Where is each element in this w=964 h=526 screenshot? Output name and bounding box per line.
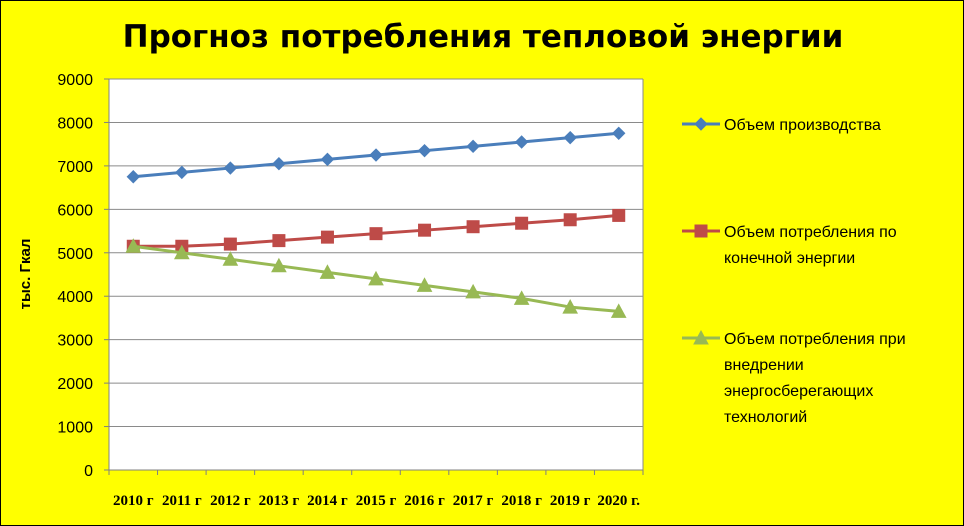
series-group: [125, 126, 627, 318]
data-point: [418, 223, 432, 237]
data-point: [514, 135, 529, 149]
data-point: [562, 299, 579, 314]
legend-label: энергосберегающих: [724, 383, 873, 400]
chart-title: Прогноз потребления тепловой энергии: [122, 19, 844, 55]
data-point: [223, 161, 238, 175]
data-point: [416, 277, 433, 292]
legend-label: Объем потребления по: [724, 224, 897, 241]
legend-label: внедрении: [724, 357, 804, 374]
data-point: [610, 303, 627, 318]
legend-item-2: Объем потребления по конечной энергии: [682, 224, 897, 267]
y-tick-label: 0: [84, 463, 93, 480]
data-point: [272, 234, 286, 248]
y-tick-label: 3000: [57, 333, 93, 350]
legend-label: конечной энергии: [724, 250, 855, 267]
legend-marker: [694, 224, 708, 238]
y-tick-label: 7000: [57, 159, 93, 176]
legend-item-1: Объем производства: [682, 117, 881, 134]
x-tick-label: 2010 г: [113, 493, 154, 509]
data-point: [320, 152, 335, 167]
x-tick-label: 2012 г: [210, 493, 251, 509]
x-tick-label: 2015 г: [356, 493, 397, 509]
y-tick-label: 5000: [57, 246, 93, 263]
data-point: [563, 213, 577, 227]
x-tick-label: 2011 г: [162, 493, 202, 509]
data-point: [320, 230, 334, 244]
data-point: [515, 216, 529, 230]
x-tick-label: 2014 г: [307, 493, 348, 509]
legend-label: Объем потребления при: [724, 331, 906, 348]
data-point: [319, 264, 336, 279]
x-tick-label: 2018 г: [501, 493, 542, 509]
data-point: [223, 237, 237, 251]
x-tick-label: 2013 г: [259, 493, 300, 509]
data-point: [126, 170, 140, 184]
data-point: [222, 251, 239, 266]
data-point: [466, 139, 480, 154]
series-1: [126, 126, 626, 184]
x-tick-label: 2020 г.: [597, 493, 640, 509]
y-axis: 0 1000 2000 3000 4000 5000 6000 7000 8000 9000: [57, 72, 644, 480]
data-point: [271, 257, 287, 273]
data-point: [612, 208, 626, 222]
legend: Объем производства Объем потребления по ко…: [682, 117, 906, 426]
data-point: [272, 157, 286, 171]
x-axis: 2010 г 2011 г 2012 г 2013 г 2014 г 2015 г 2016…: [108, 469, 644, 509]
x-tick-label: 2019 г: [550, 493, 591, 509]
y-tick-label: 4000: [57, 289, 93, 306]
x-tick-label: 2017 г: [453, 493, 494, 509]
data-point: [563, 130, 577, 145]
y-tick-label: 2000: [57, 376, 93, 393]
y-axis-label: тыс. Гкал: [17, 239, 34, 310]
legend-item-3: Объем потребления при внедрении энергосбер…: [682, 329, 906, 426]
data-point: [369, 227, 383, 241]
data-point: [369, 148, 383, 162]
y-tick-label: 1000: [57, 420, 93, 437]
y-tick-label: 9000: [57, 72, 93, 89]
data-point: [368, 270, 384, 286]
data-point: [175, 165, 189, 180]
legend-label: Объем производства: [724, 117, 881, 134]
gridlines: [109, 78, 643, 471]
series-3: [125, 238, 627, 318]
data-point: [465, 283, 481, 299]
x-tick-label: 2016 г: [404, 493, 445, 509]
data-point: [173, 244, 190, 260]
data-point: [513, 290, 530, 305]
legend-label: технологий: [724, 409, 807, 426]
data-point: [125, 238, 142, 253]
legend-marker: [693, 329, 709, 345]
y-tick-label: 6000: [57, 202, 93, 219]
data-point: [417, 143, 432, 158]
legend-marker: [694, 117, 708, 131]
series-2: [126, 208, 626, 253]
data-point: [466, 220, 480, 234]
y-tick-label: 8000: [57, 115, 93, 132]
data-point: [612, 126, 626, 141]
